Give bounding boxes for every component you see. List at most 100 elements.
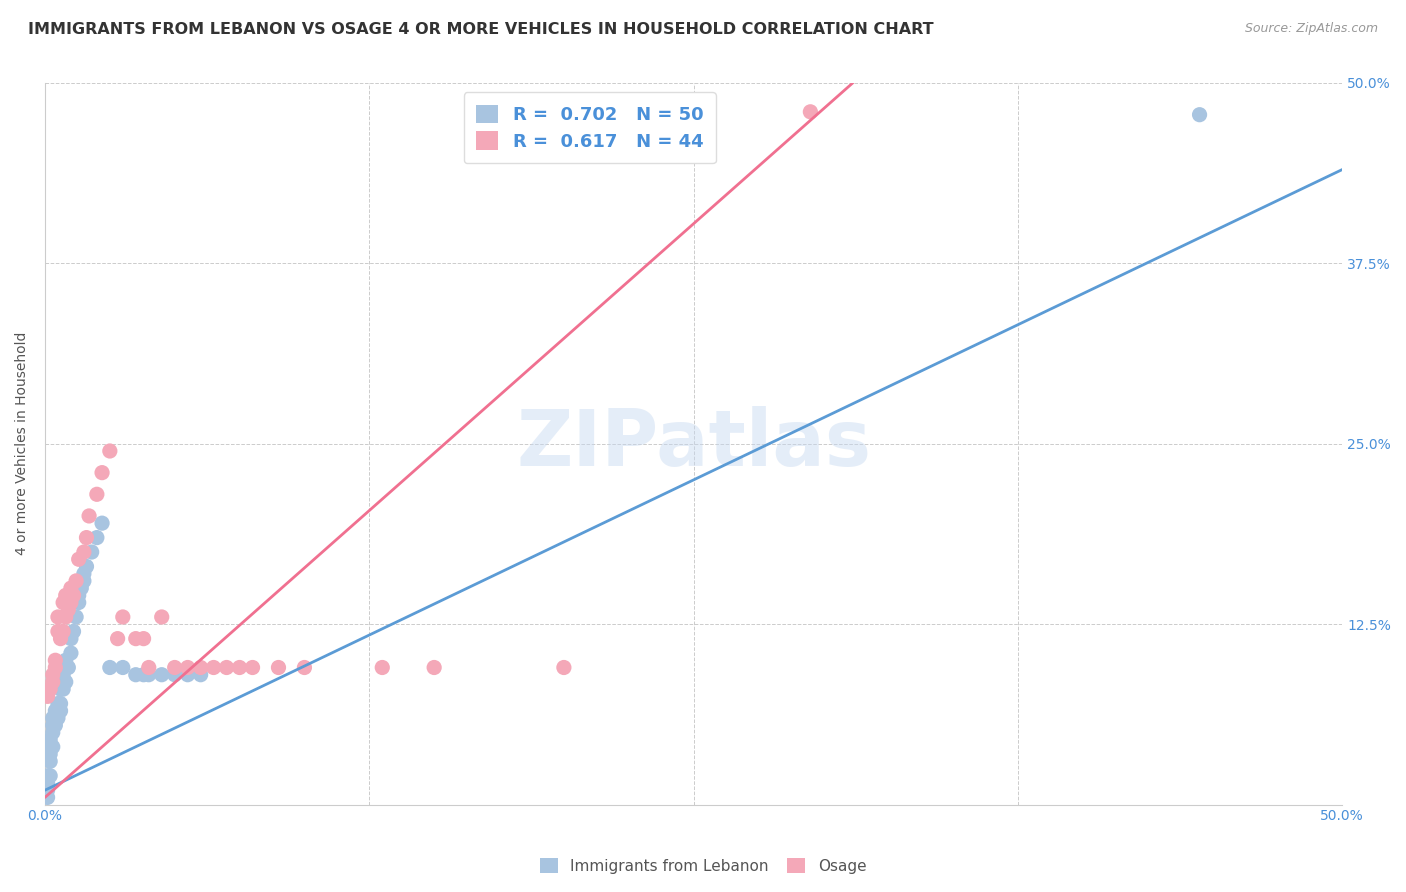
Point — [70, 581, 93, 595]
Point — [228, 660, 250, 674]
Point — [73, 545, 96, 559]
Point — [190, 667, 212, 681]
Point — [176, 667, 198, 681]
Point — [86, 531, 108, 545]
Point — [52, 667, 75, 681]
Point — [67, 588, 90, 602]
Point — [77, 508, 100, 523]
Point — [125, 667, 148, 681]
Point — [39, 732, 62, 747]
Point — [73, 566, 96, 581]
Point — [423, 660, 446, 674]
Point — [44, 660, 66, 674]
Point — [37, 790, 59, 805]
Point — [163, 660, 186, 674]
Text: ZIPatlas: ZIPatlas — [516, 406, 872, 482]
Point — [46, 610, 69, 624]
Text: IMMIGRANTS FROM LEBANON VS OSAGE 4 OR MORE VEHICLES IN HOUSEHOLD CORRELATION CHA: IMMIGRANTS FROM LEBANON VS OSAGE 4 OR MO… — [28, 22, 934, 37]
Point — [98, 444, 121, 458]
Point — [67, 552, 90, 566]
Point — [39, 754, 62, 768]
Point — [59, 646, 82, 660]
Point — [37, 776, 59, 790]
Point — [62, 588, 84, 602]
Point — [150, 610, 173, 624]
Point — [39, 739, 62, 754]
Point — [42, 711, 65, 725]
Point — [46, 704, 69, 718]
Point — [39, 769, 62, 783]
Point — [37, 783, 59, 797]
Point — [55, 610, 77, 624]
Point — [42, 674, 65, 689]
Point — [55, 653, 77, 667]
Point — [91, 516, 114, 531]
Point — [65, 610, 87, 624]
Point — [163, 667, 186, 681]
Point — [86, 487, 108, 501]
Point — [111, 610, 134, 624]
Point — [55, 588, 77, 602]
Point — [65, 574, 87, 588]
Point — [44, 718, 66, 732]
Legend: R =  0.702   N = 50, R =  0.617   N = 44: R = 0.702 N = 50, R = 0.617 N = 44 — [464, 92, 716, 163]
Point — [80, 545, 103, 559]
Point — [52, 596, 75, 610]
Point — [37, 769, 59, 783]
Point — [42, 718, 65, 732]
Point — [62, 624, 84, 639]
Point — [67, 596, 90, 610]
Point — [52, 624, 75, 639]
Point — [553, 660, 575, 674]
Point — [55, 674, 77, 689]
Point — [46, 624, 69, 639]
Point — [42, 667, 65, 681]
Point — [202, 660, 225, 674]
Point — [371, 660, 394, 674]
Point — [267, 660, 290, 674]
Point — [58, 603, 80, 617]
Point — [44, 653, 66, 667]
Point — [59, 596, 82, 610]
Point — [76, 559, 98, 574]
Y-axis label: 4 or more Vehicles in Household: 4 or more Vehicles in Household — [15, 332, 30, 556]
Point — [49, 697, 72, 711]
Point — [49, 682, 72, 697]
Point — [42, 725, 65, 739]
Point — [39, 747, 62, 761]
Point — [176, 660, 198, 674]
Point — [98, 660, 121, 674]
Point — [49, 632, 72, 646]
Point — [91, 466, 114, 480]
Point — [150, 667, 173, 681]
Point — [46, 711, 69, 725]
Point — [59, 581, 82, 595]
Point — [242, 660, 264, 674]
Point — [58, 660, 80, 674]
Point — [1188, 108, 1211, 122]
Point — [138, 667, 160, 681]
Point — [294, 660, 316, 674]
Point — [125, 632, 148, 646]
Point — [73, 574, 96, 588]
Point — [44, 711, 66, 725]
Point — [107, 632, 129, 646]
Point — [190, 660, 212, 674]
Legend: Immigrants from Lebanon, Osage: Immigrants from Lebanon, Osage — [534, 852, 872, 880]
Point — [39, 682, 62, 697]
Point — [799, 104, 821, 119]
Point — [52, 682, 75, 697]
Point — [44, 704, 66, 718]
Point — [132, 632, 155, 646]
Point — [132, 667, 155, 681]
Point — [215, 660, 238, 674]
Point — [59, 632, 82, 646]
Point — [37, 690, 59, 704]
Point — [42, 739, 65, 754]
Point — [76, 531, 98, 545]
Text: Source: ZipAtlas.com: Source: ZipAtlas.com — [1244, 22, 1378, 36]
Point — [49, 704, 72, 718]
Point — [46, 697, 69, 711]
Point — [111, 660, 134, 674]
Point — [138, 660, 160, 674]
